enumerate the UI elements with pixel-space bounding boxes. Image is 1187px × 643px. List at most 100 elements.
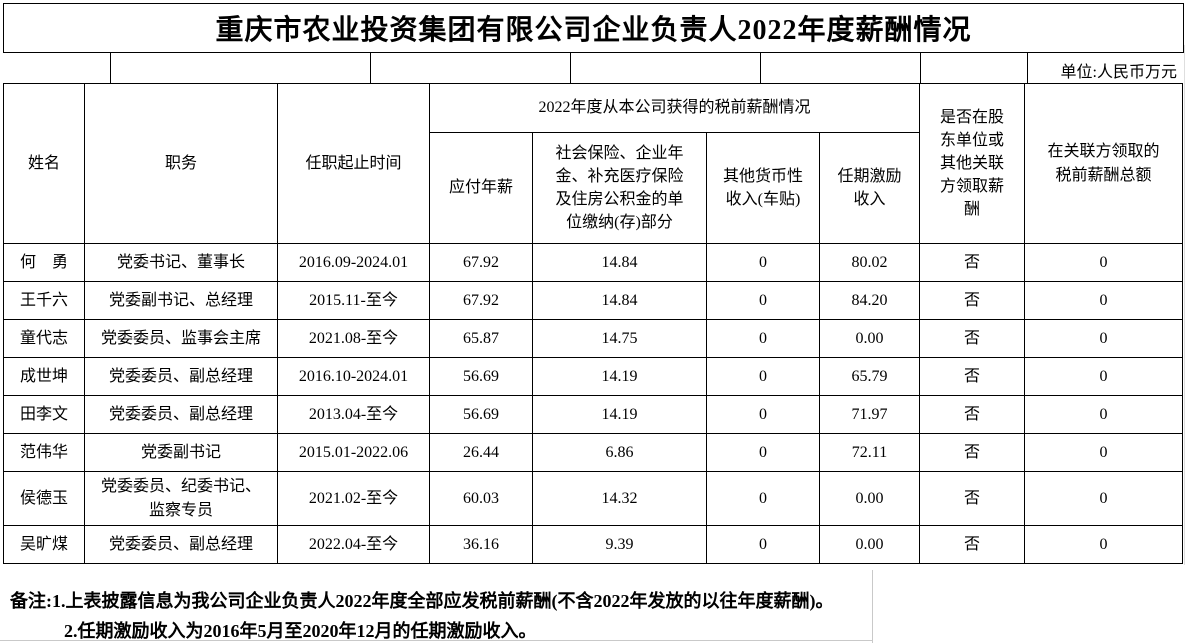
cell-tenure-incentive: 71.97 bbox=[819, 395, 920, 434]
notes-prefix: 备注: bbox=[10, 591, 52, 611]
gridline-tick bbox=[920, 52, 921, 83]
cell-position-text: 党委委员、纪委书记、监察专员 bbox=[100, 478, 261, 519]
cell-other-income: 0 bbox=[706, 319, 820, 358]
gridline-tick bbox=[110, 52, 111, 83]
cell-annual-salary: 60.03 bbox=[429, 471, 533, 526]
cell-position: 党委副书记、总经理 bbox=[84, 281, 278, 320]
header-other-income: 其他货币性收入(车贴) bbox=[706, 132, 820, 244]
cell-other-income: 0 bbox=[706, 395, 820, 434]
header-row-top: 姓名 职务 任职起止时间 2022年度从本公司获得的税前薪酬情况 是否在股东单位… bbox=[3, 83, 1183, 244]
note-line-1-text: 1.上表披露信息为我公司企业负责人2022年度全部应发税前薪酬(不含2022年发… bbox=[52, 591, 834, 611]
cell-other-income: 0 bbox=[706, 243, 820, 282]
cell-social-insurance: 14.32 bbox=[532, 471, 707, 526]
cell-paid-by-related: 否 bbox=[919, 243, 1025, 282]
cell-annual-salary: 56.69 bbox=[429, 395, 533, 434]
cell-term: 2021.08-至今 bbox=[277, 319, 430, 358]
cell-related-total: 0 bbox=[1024, 319, 1183, 358]
header-salary-group: 2022年度从本公司获得的税前薪酬情况 bbox=[429, 83, 920, 133]
cell-social-insurance: 14.75 bbox=[532, 319, 707, 358]
cell-annual-salary: 26.44 bbox=[429, 433, 533, 472]
cell-other-income: 0 bbox=[706, 281, 820, 320]
cell-position-text: 党委委员、监事会主席 bbox=[100, 330, 261, 348]
cell-term: 2016.09-2024.01 bbox=[277, 243, 430, 282]
cell-name: 成世坤 bbox=[3, 357, 85, 396]
header-social-insurance: 社会保险、企业年金、补充医疗保险及住房公积金的单位缴纳(存)部分 bbox=[532, 132, 707, 244]
gridline-tick bbox=[760, 52, 761, 83]
note-line-2: 2.任期激励收入为2016年5月至2020年12月的任期激励收入。 bbox=[64, 621, 537, 641]
header-paid-by-related: 是否在股东单位或其他关联方领取薪酬 bbox=[919, 83, 1025, 244]
cell-tenure-incentive: 80.02 bbox=[819, 243, 920, 282]
notes: 备注:1.上表披露信息为我公司企业负责人2022年度全部应发税前薪酬(不含202… bbox=[10, 586, 1160, 643]
cell-social-insurance: 6.86 bbox=[532, 433, 707, 472]
cell-name: 田李文 bbox=[3, 395, 85, 434]
cell-related-total: 0 bbox=[1024, 471, 1183, 526]
header-name: 姓名 bbox=[3, 83, 85, 244]
header-related-total: 在关联方领取的税前薪酬总额 bbox=[1024, 83, 1183, 244]
gridline-tick bbox=[570, 52, 571, 83]
unit-label: 单位:人民币万元 bbox=[1060, 64, 1177, 81]
cell-term: 2015.11-至今 bbox=[277, 281, 430, 320]
header-annual-salary: 应付年薪 bbox=[429, 132, 533, 244]
cell-annual-salary: 67.92 bbox=[429, 243, 533, 282]
cell-related-total: 0 bbox=[1024, 395, 1183, 434]
cell-position: 党委委员、副总经理 bbox=[84, 395, 278, 434]
cell-position-text: 党委委员、副总经理 bbox=[108, 536, 253, 554]
cell-paid-by-related: 否 bbox=[919, 281, 1025, 320]
header-term: 任职起止时间 bbox=[277, 83, 430, 244]
cell-position: 党委委员、监事会主席 bbox=[84, 319, 278, 358]
table-row: 范伟华 党委副书记 2015.01-2022.06 26.44 6.86 0 7… bbox=[3, 433, 1183, 472]
cell-term: 2016.10-2024.01 bbox=[277, 357, 430, 396]
cell-annual-salary: 56.69 bbox=[429, 357, 533, 396]
cell-term: 2013.04-至今 bbox=[277, 395, 430, 434]
gridline-tick bbox=[370, 52, 371, 83]
cell-other-income: 0 bbox=[706, 357, 820, 396]
cell-position: 党委委员、副总经理 bbox=[84, 525, 278, 564]
cell-other-income: 0 bbox=[706, 471, 820, 526]
unit-row: 单位:人民币万元 bbox=[3, 52, 1183, 83]
cell-paid-by-related: 否 bbox=[919, 357, 1025, 396]
cell-social-insurance: 14.84 bbox=[532, 243, 707, 282]
gridline-right-edge bbox=[1184, 45, 1185, 565]
cell-name: 侯德玉 bbox=[3, 471, 85, 526]
cell-tenure-incentive: 65.79 bbox=[819, 357, 920, 396]
cell-tenure-incentive: 0.00 bbox=[819, 319, 920, 358]
cell-position: 党委书记、董事长 bbox=[84, 243, 278, 282]
table-row: 王千六 党委副书记、总经理 2015.11-至今 67.92 14.84 0 8… bbox=[3, 281, 1183, 320]
cell-other-income: 0 bbox=[706, 433, 820, 472]
cell-tenure-incentive: 0.00 bbox=[819, 471, 920, 526]
cell-paid-by-related: 否 bbox=[919, 395, 1025, 434]
header-social-insurance-text: 社会保险、企业年金、补充医疗保险及住房公积金的单位缴纳(存)部分 bbox=[555, 144, 684, 232]
cell-position-text: 党委委员、副总经理 bbox=[108, 406, 253, 424]
header-other-income-text: 其他货币性收入(车贴) bbox=[722, 167, 803, 208]
cell-position-text: 党委副书记 bbox=[140, 444, 221, 462]
cell-related-total: 0 bbox=[1024, 433, 1183, 472]
cell-related-total: 0 bbox=[1024, 357, 1183, 396]
cell-tenure-incentive: 84.20 bbox=[819, 281, 920, 320]
cell-name: 何 勇 bbox=[3, 243, 85, 282]
table-row: 侯德玉 党委委员、纪委书记、监察专员 2021.02-至今 60.03 14.3… bbox=[3, 471, 1183, 526]
gridline-tick bbox=[1027, 52, 1028, 83]
cell-annual-salary: 65.87 bbox=[429, 319, 533, 358]
cell-name: 吴旷煤 bbox=[3, 525, 85, 564]
gridline-vertical bbox=[872, 570, 873, 643]
cell-annual-salary: 36.16 bbox=[429, 525, 533, 564]
header-position: 职务 bbox=[84, 83, 278, 244]
cell-name: 范伟华 bbox=[3, 433, 85, 472]
cell-social-insurance: 9.39 bbox=[532, 525, 707, 564]
cell-position-text: 党委书记、董事长 bbox=[116, 254, 245, 272]
table-row: 田李文 党委委员、副总经理 2013.04-至今 56.69 14.19 0 7… bbox=[3, 395, 1183, 434]
cell-paid-by-related: 否 bbox=[919, 525, 1025, 564]
header-row-sub: 应付年薪 社会保险、企业年金、补充医疗保险及住房公积金的单位缴纳(存)部分 其他… bbox=[4, 132, 1183, 244]
cell-position: 党委委员、副总经理 bbox=[84, 357, 278, 396]
cell-term: 2021.02-至今 bbox=[277, 471, 430, 526]
table-row: 成世坤 党委委员、副总经理 2016.10-2024.01 56.69 14.1… bbox=[3, 357, 1183, 396]
header-related-total-text: 在关联方领取的税前薪酬总额 bbox=[1047, 143, 1160, 184]
cell-name: 童代志 bbox=[3, 319, 85, 358]
cell-related-total: 0 bbox=[1024, 281, 1183, 320]
cell-position-text: 党委委员、副总经理 bbox=[108, 368, 253, 386]
cell-position-text: 党委副书记、总经理 bbox=[108, 292, 253, 310]
cell-term: 2015.01-2022.06 bbox=[277, 433, 430, 472]
note-line-1: 备注:1.上表披露信息为我公司企业负责人2022年度全部应发税前薪酬(不含202… bbox=[10, 586, 1160, 616]
table-row: 童代志 党委委员、监事会主席 2021.08-至今 65.87 14.75 0 … bbox=[3, 319, 1183, 358]
cell-paid-by-related: 否 bbox=[919, 433, 1025, 472]
